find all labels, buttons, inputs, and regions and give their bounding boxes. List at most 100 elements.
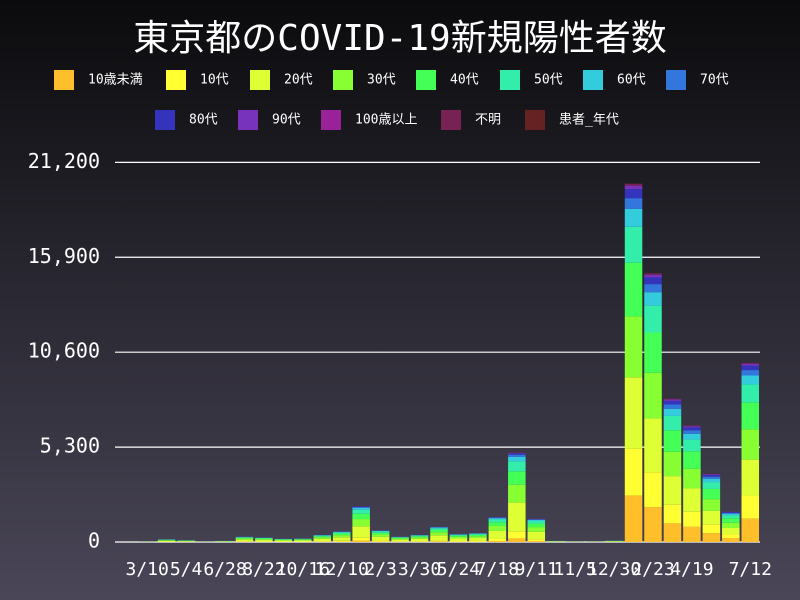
bar-segment <box>644 274 662 278</box>
bar-segment <box>508 456 526 462</box>
bar-segment <box>332 535 351 538</box>
bar-segment <box>722 538 740 542</box>
legend-swatch <box>54 70 74 90</box>
bar-segment <box>663 400 682 405</box>
bar-segment <box>508 502 526 532</box>
legend-label: 90代 <box>272 113 301 128</box>
bar-segment <box>644 418 662 473</box>
bar-segment <box>663 451 682 477</box>
bar-segment <box>391 537 409 538</box>
bar-segment <box>624 183 643 186</box>
bar-segment <box>352 509 370 514</box>
bar-segment <box>488 518 507 520</box>
bar-segment <box>527 523 546 528</box>
x-tick-label: 12/30 <box>587 559 641 580</box>
bar-segment <box>294 539 312 541</box>
bar-segment <box>644 332 662 373</box>
bar-segment <box>177 541 195 542</box>
bar-segment <box>683 526 701 542</box>
bar-segment <box>644 284 662 293</box>
bar-segment <box>527 527 546 532</box>
bar-segment <box>663 399 682 401</box>
bar-segment <box>235 539 254 542</box>
bar-segment <box>449 534 468 536</box>
bar-segment <box>722 515 740 519</box>
x-tick-label: 9/11 <box>515 559 558 580</box>
legend-label: 50代 <box>534 73 563 88</box>
bar-segment <box>741 370 760 376</box>
bar-segment <box>624 262 643 317</box>
bar-segment <box>274 539 293 541</box>
bar-segment <box>624 448 643 496</box>
bar-segment <box>488 525 507 531</box>
bar-segment <box>527 521 546 524</box>
bar-segment <box>449 536 468 539</box>
bar-segment <box>371 531 390 533</box>
bar-segment <box>702 478 721 483</box>
legend-swatch <box>441 110 461 130</box>
legend-swatch <box>525 110 545 130</box>
bar-segment <box>313 536 332 538</box>
x-tick-label: 10/16 <box>276 559 330 580</box>
bar-segment <box>157 540 176 542</box>
legend-swatch <box>250 70 270 90</box>
legend-swatch <box>500 70 520 90</box>
bar-segment <box>371 536 390 541</box>
bar-segment <box>371 532 390 535</box>
bar-segment <box>527 519 546 520</box>
bar-segment <box>410 538 429 542</box>
bar-segment <box>332 531 351 533</box>
bar-segment <box>663 404 682 409</box>
bar-segment <box>255 539 273 541</box>
x-tick-label: 11/5 <box>554 559 597 580</box>
bar-segment <box>391 539 409 542</box>
legend-label: 70代 <box>700 73 729 88</box>
bar-segment <box>235 538 254 540</box>
legend-swatch <box>333 70 353 90</box>
bar-segment <box>624 226 643 263</box>
bar-segment <box>488 517 507 519</box>
y-tick-label: 0 <box>88 529 100 553</box>
bar-segment <box>430 529 448 533</box>
legend-label: 10歳未満 <box>88 73 143 88</box>
bar-segment <box>683 439 701 452</box>
bar-segment <box>410 537 429 539</box>
bar-segment <box>352 507 370 508</box>
bar-segment <box>391 538 409 540</box>
bar-segment <box>255 540 273 542</box>
legend-label: 患者_年代 <box>559 113 619 128</box>
legend-swatch <box>666 70 686 90</box>
bar-segment <box>352 507 370 510</box>
bar-segment <box>410 541 429 542</box>
x-tick-label: 5/24 <box>437 559 480 580</box>
x-tick-label: 4/19 <box>670 559 713 580</box>
bar-segment <box>488 522 507 526</box>
bar-segment <box>624 189 643 199</box>
bar-segment <box>741 429 760 460</box>
bar-segment <box>430 541 448 542</box>
bar-segment <box>741 362 760 364</box>
bar-segment <box>157 540 176 541</box>
legend-label: 40代 <box>450 73 479 88</box>
bar-segment <box>430 528 448 530</box>
bar-segment <box>294 539 312 540</box>
legend-label: 30代 <box>367 73 396 88</box>
bar-segment <box>644 305 662 333</box>
bar-segment <box>255 538 273 540</box>
legend-swatch <box>416 70 436 90</box>
bar-segment <box>430 532 448 536</box>
x-tick-label: 7/12 <box>729 559 772 580</box>
legend-label: 60代 <box>617 73 646 88</box>
bar-segment <box>702 474 721 477</box>
chart-title: 東京都のCOVID-19新規陽性者数 <box>133 18 666 59</box>
bar-segment <box>683 425 701 427</box>
legend-swatch <box>155 110 175 130</box>
bar-segment <box>508 484 526 503</box>
bar-segment <box>332 532 351 534</box>
bar-segment <box>702 488 721 500</box>
y-tick-label: 5,300 <box>40 434 100 458</box>
bar-segment <box>449 541 468 542</box>
bar-segment <box>722 522 740 528</box>
legend-label: 20代 <box>284 73 313 88</box>
